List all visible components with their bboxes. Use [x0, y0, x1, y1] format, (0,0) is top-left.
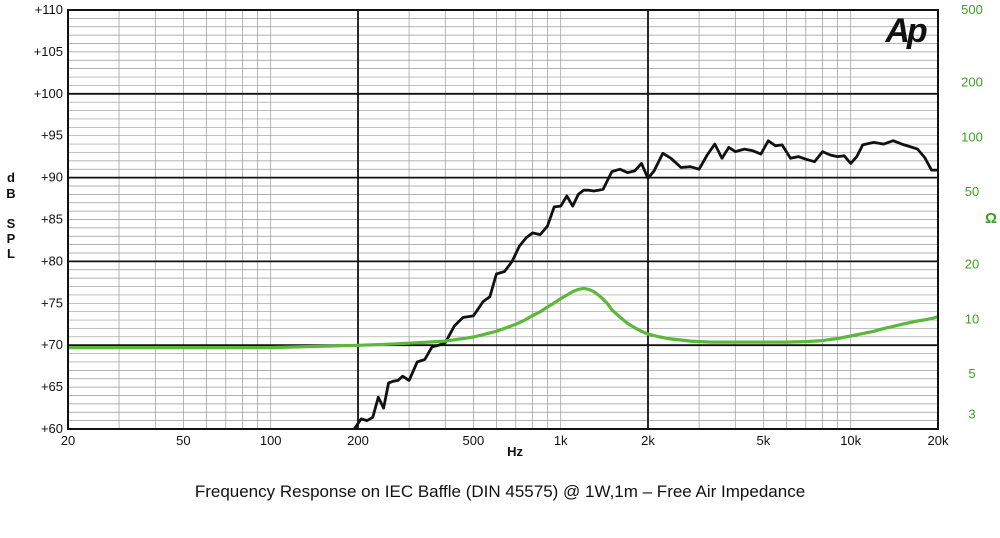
y-axis-label-letter: B: [6, 186, 15, 201]
x-tick-label: 50: [176, 433, 190, 448]
y-tick-label: +95: [41, 128, 63, 143]
y-tick-label: +80: [41, 253, 63, 268]
x-tick-labels: 20 50 100 200 500 1k 2k 5k 10k 20k: [61, 433, 949, 448]
y-tick-label: +100: [34, 86, 63, 101]
y-tick-label: +70: [41, 337, 63, 352]
major-grid: [68, 10, 938, 429]
x-tick-label: 20: [61, 433, 75, 448]
ap-logo: Ap: [884, 12, 927, 50]
x-axis-label: Hz: [507, 444, 523, 459]
x-tick-label: 500: [463, 433, 485, 448]
y2-tick-label: 5: [968, 366, 975, 381]
x-tick-label: 2k: [641, 433, 655, 448]
y-axis-label-letter: P: [7, 231, 16, 246]
y-tick-label: +110: [35, 2, 63, 17]
y2-tick-label: 10: [965, 311, 979, 326]
y2-tick-label: 100: [961, 129, 983, 144]
y-tick-label: +65: [41, 379, 63, 394]
y2-tick-label: 200: [961, 74, 983, 89]
y2-tick-labels: 500 200 100 50 20 10 5 3: [961, 2, 983, 422]
minor-grid: [68, 10, 938, 429]
chart-caption: Frequency Response on IEC Baffle (DIN 45…: [194, 482, 806, 501]
y-tick-label: +85: [41, 212, 63, 227]
y2-axis-label: Ω: [985, 210, 997, 227]
y-tick-label: +60: [41, 421, 63, 436]
y2-tick-label: 50: [965, 184, 979, 199]
y-tick-label: +90: [41, 170, 63, 185]
y2-tick-label: 500: [961, 2, 983, 17]
y-tick-label: +75: [41, 295, 63, 310]
spl-series-line: [352, 139, 938, 429]
y-axis-label-letter: L: [7, 246, 15, 261]
x-tick-label: 200: [347, 433, 369, 448]
y-axis-label-letter: d: [7, 170, 15, 185]
x-tick-label: 1k: [554, 433, 568, 448]
series-layer: [68, 139, 938, 429]
y-axis-label-letter: S: [7, 216, 16, 231]
y2-tick-label: 3: [968, 407, 975, 422]
x-tick-label: 10k: [840, 433, 861, 448]
y-tick-labels: +110 +105 +100 +95 +90 +85 +80 +75 +70 +65 +60: [34, 2, 63, 436]
x-tick-label: 100: [260, 433, 282, 448]
x-tick-label: 20k: [928, 433, 949, 448]
y-tick-label: +105: [34, 44, 63, 59]
x-tick-label: 5k: [757, 433, 771, 448]
plot-frame: [67, 9, 939, 430]
impedance-series-line: [68, 286, 938, 350]
y2-tick-label: 20: [965, 257, 979, 272]
